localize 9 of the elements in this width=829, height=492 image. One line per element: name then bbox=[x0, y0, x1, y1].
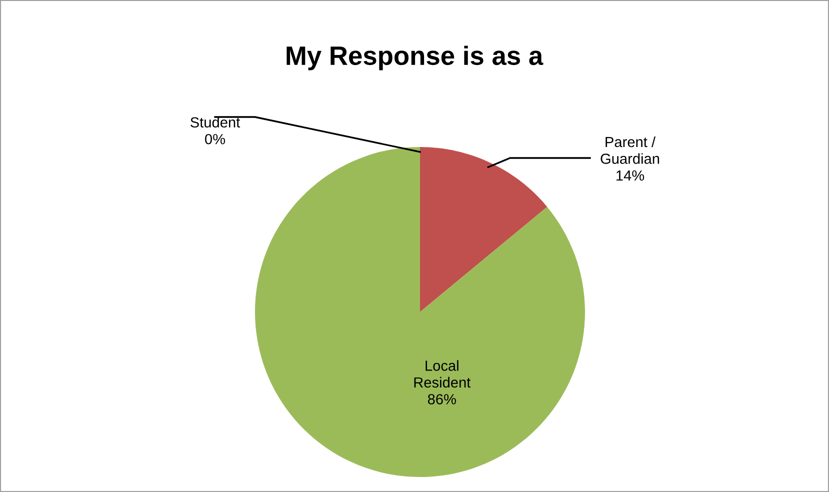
pie-slice bbox=[255, 147, 585, 477]
pie-slice bbox=[420, 147, 548, 312]
text: 0% bbox=[205, 134, 226, 144]
slice-label: Parent / Guardian bbox=[600, 136, 660, 164]
chart-title: My Response is as a bbox=[286, 46, 544, 70]
slice-label: Local Resident bbox=[414, 360, 471, 388]
category-label: Student bbox=[190, 116, 240, 128]
data-label: 86% bbox=[428, 394, 456, 404]
data-label: 14% bbox=[616, 170, 644, 181]
